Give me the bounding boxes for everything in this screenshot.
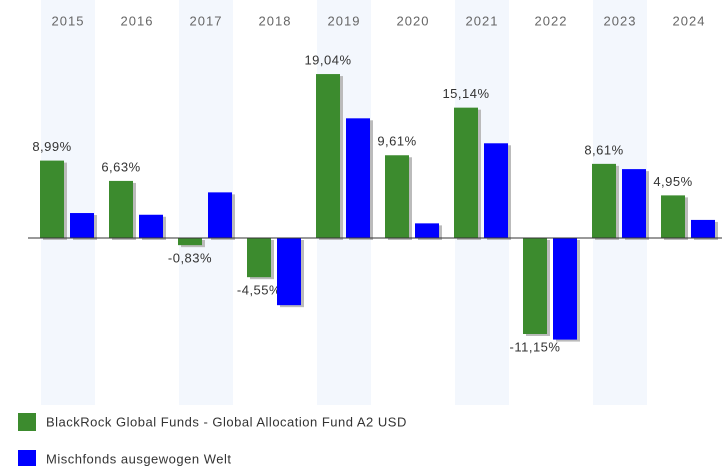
legend-swatch (18, 450, 36, 466)
x-tick-label: 2022 (535, 13, 568, 28)
bar (385, 155, 409, 238)
data-label: 8,99% (32, 139, 71, 154)
data-label: -0,83% (168, 251, 212, 266)
x-tick-label: 2021 (466, 13, 499, 28)
bar (454, 107, 478, 239)
data-label: 4,95% (653, 174, 692, 189)
bar (109, 180, 133, 238)
x-tick-label: 2024 (673, 13, 706, 28)
legend-swatch (18, 413, 36, 431)
legend-label: BlackRock Global Funds - Global Allocati… (46, 414, 407, 429)
bar (277, 238, 301, 306)
bar (523, 238, 547, 335)
bar (415, 223, 439, 238)
bar (208, 192, 232, 238)
bar (661, 195, 685, 238)
x-tick-label: 2018 (259, 13, 292, 28)
bar (139, 214, 163, 238)
data-label: 9,61% (377, 134, 416, 149)
bar (247, 238, 271, 278)
bar (553, 238, 577, 340)
bar (316, 74, 340, 238)
data-label: 15,14% (442, 86, 489, 101)
data-label: 8,61% (584, 142, 623, 157)
data-label: 6,63% (101, 159, 140, 174)
x-tick-label: 2016 (121, 13, 154, 28)
data-label: -11,15% (510, 339, 561, 354)
bar (40, 160, 64, 238)
x-tick-label: 2015 (52, 13, 85, 28)
bar (622, 169, 646, 238)
legend-label: Mischfonds ausgewogen Welt (46, 451, 231, 466)
data-label: 19,04% (304, 53, 351, 68)
data-label: -4,55% (237, 283, 281, 298)
bar (346, 118, 370, 238)
x-tick-label: 2023 (604, 13, 637, 28)
x-tick-label: 2020 (397, 13, 430, 28)
bar (178, 238, 202, 246)
bar (70, 213, 94, 238)
bar (484, 143, 508, 238)
bar (691, 219, 715, 238)
bar (592, 163, 616, 238)
x-tick-label: 2019 (328, 13, 361, 28)
x-tick-label: 2017 (190, 13, 223, 28)
